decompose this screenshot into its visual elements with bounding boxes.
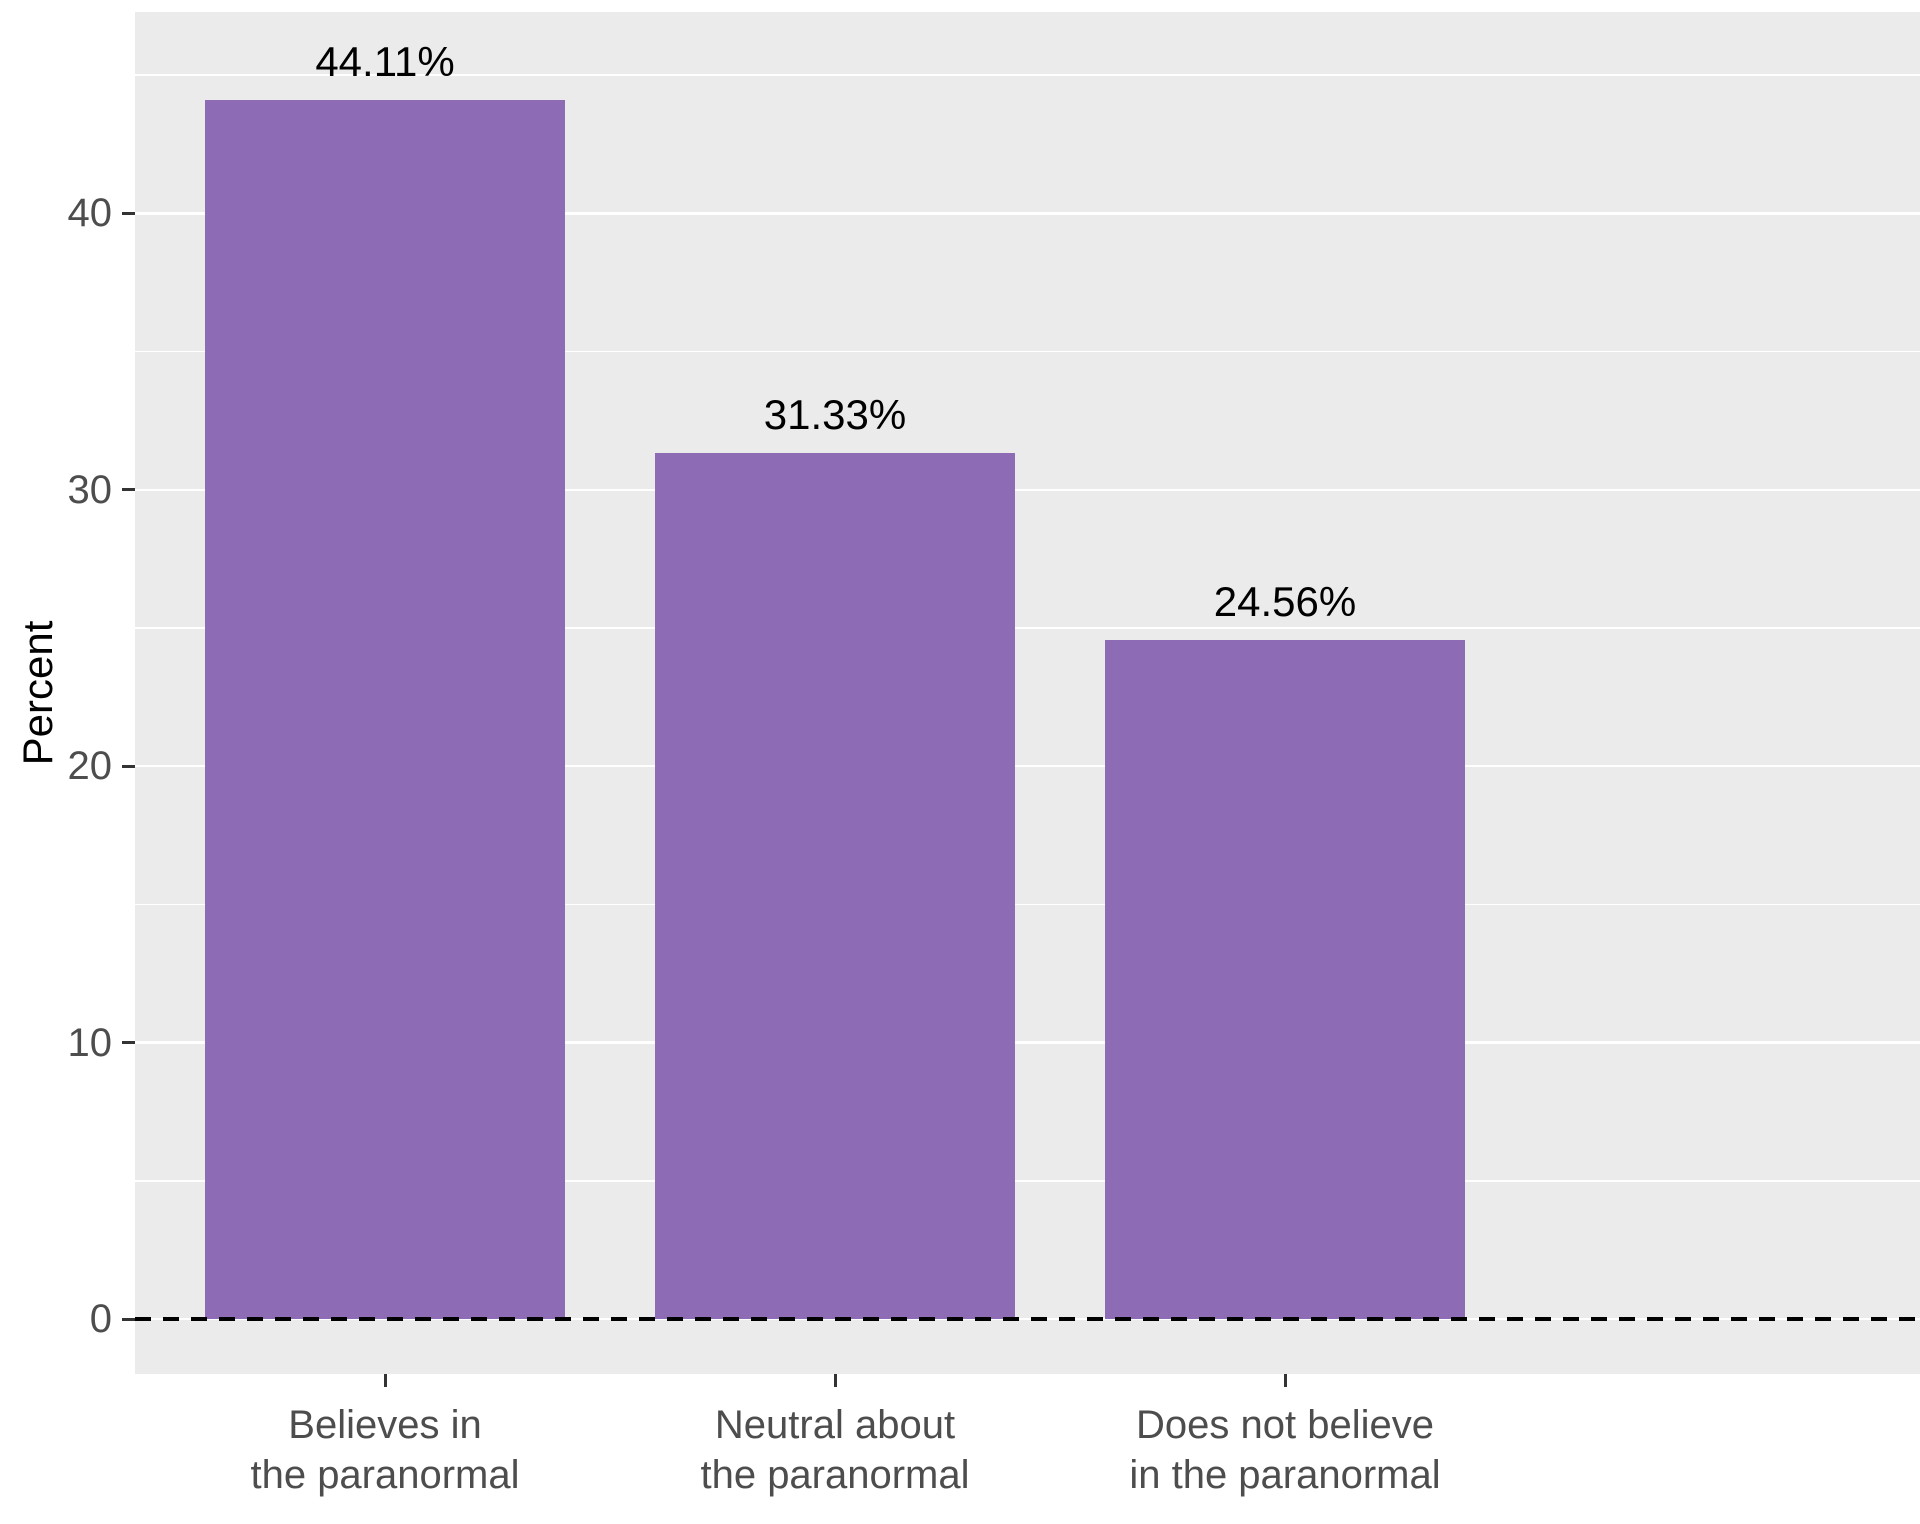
y-tick-label: 10 <box>67 1020 113 1065</box>
zero-baseline <box>135 1317 1920 1321</box>
x-tick-mark <box>383 1374 387 1387</box>
x-tick-mark <box>1283 1374 1287 1387</box>
x-axis-label: Does not believe in the paranormal <box>1129 1403 1441 1497</box>
y-tick-label: 0 <box>89 1297 112 1341</box>
y-tick-mark <box>122 1041 135 1045</box>
major-gridline <box>135 764 1920 768</box>
y-tick-mark <box>122 211 135 215</box>
x-axis-label: Neutral about the paranormal <box>700 1403 970 1497</box>
minor-gridline <box>135 903 1920 906</box>
y-tick-mark <box>122 1317 135 1321</box>
bar-0 <box>205 99 565 1319</box>
y-tick-label: 20 <box>67 744 113 789</box>
y-tick-mark <box>122 488 135 492</box>
x-axis-label: Believes in the paranormal <box>250 1403 520 1497</box>
major-gridline <box>135 212 1920 215</box>
bar-2 <box>1105 640 1465 1319</box>
x-tick-mark <box>833 1374 837 1387</box>
bar-value-label: 24.56% <box>1213 578 1357 626</box>
plot-panel <box>135 12 1920 1374</box>
major-gridline <box>135 488 1920 492</box>
bar-value-label: 31.33% <box>763 391 907 439</box>
y-tick-label: 40 <box>67 191 113 236</box>
bar-value-label: 44.11% <box>315 37 455 85</box>
minor-gridline <box>135 1180 1920 1182</box>
minor-gridline <box>135 350 1920 353</box>
major-gridline <box>135 1041 1920 1044</box>
minor-gridline <box>135 627 1920 629</box>
minor-gridline <box>135 74 1920 76</box>
y-tick-mark <box>122 764 135 768</box>
y-tick-label: 30 <box>67 467 113 512</box>
bar-1 <box>655 453 1015 1319</box>
